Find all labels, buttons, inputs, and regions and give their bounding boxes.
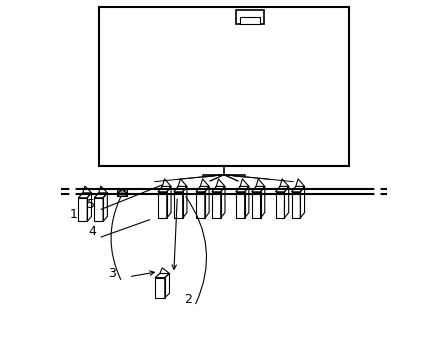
Bar	[236, 10, 264, 24]
Bar	[240, 17, 260, 24]
Text: 1: 1	[69, 208, 78, 221]
Text: 2: 2	[184, 293, 192, 306]
Text: 3: 3	[108, 267, 116, 280]
Bar	[99, 7, 349, 166]
Text: 5: 5	[87, 198, 95, 211]
Text: 4: 4	[88, 225, 96, 238]
Bar	[117, 189, 127, 196]
